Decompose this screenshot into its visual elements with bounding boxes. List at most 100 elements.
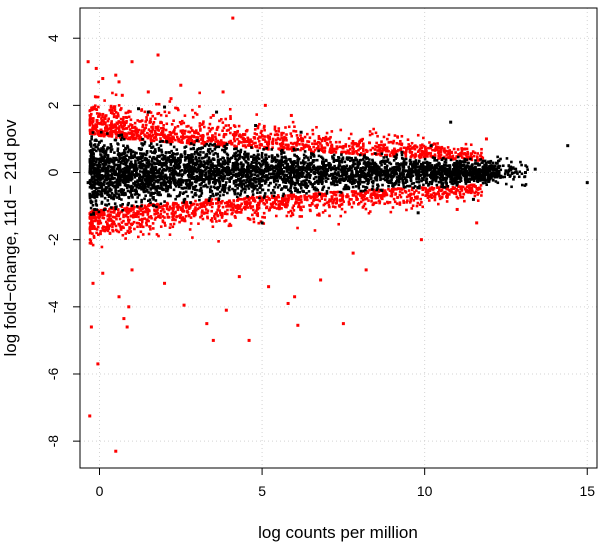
significant-gene-point <box>352 148 355 151</box>
significant-gene-point <box>463 193 466 196</box>
significant-gene-point <box>450 151 453 154</box>
significant-gene-point <box>356 152 359 155</box>
significant-gene-point <box>152 123 155 126</box>
significant-gene-point <box>298 143 301 146</box>
significant-gene-point <box>148 233 151 236</box>
significant-gene-point <box>384 189 387 192</box>
significant-gene-point <box>98 217 101 220</box>
significant-gene-point <box>172 207 175 210</box>
significant-gene-point <box>116 230 119 233</box>
significant-gene-point <box>311 142 314 145</box>
significant-gene-point <box>424 146 427 149</box>
significant-gene-point <box>331 195 334 198</box>
significant-gene-point <box>128 226 131 229</box>
significant-gene-point <box>135 212 138 215</box>
significant-gene-point <box>119 109 122 112</box>
significant-gene-point <box>437 151 440 154</box>
significant-gene-point <box>227 124 230 127</box>
significant-gene-point <box>296 134 299 137</box>
significant-gene-point <box>162 135 165 138</box>
significant-gene-point <box>352 201 355 204</box>
significant-gene-point <box>285 133 288 136</box>
significant-gene-point <box>243 133 246 136</box>
significant-gene-point <box>88 110 91 113</box>
significant-gene-point <box>148 210 151 213</box>
significant-gene-point <box>297 196 300 199</box>
gene-point <box>402 158 405 161</box>
gene-point <box>90 207 93 210</box>
significant-gene-point <box>383 195 386 198</box>
significant-gene-point <box>229 117 232 120</box>
significant-gene-point <box>393 198 396 201</box>
significant-gene-point <box>378 144 381 147</box>
gene-point <box>281 173 284 176</box>
significant-gene-point <box>383 136 386 139</box>
significant-gene-point <box>309 204 312 207</box>
gene-point <box>300 181 303 184</box>
significant-gene-point <box>310 196 313 199</box>
gene-point <box>176 195 179 198</box>
gene-point <box>200 187 203 190</box>
significant-gene-point <box>221 200 224 203</box>
significant-gene-point <box>366 150 369 153</box>
gene-point <box>114 202 117 205</box>
significant-gene-point <box>470 188 473 191</box>
significant-gene-point <box>300 209 303 212</box>
gene-point <box>102 170 105 173</box>
significant-gene-point <box>342 200 345 203</box>
significant-gene-point <box>202 203 205 206</box>
gene-point <box>149 156 152 159</box>
significant-gene-point <box>268 198 271 201</box>
significant-gene-point <box>447 146 450 149</box>
significant-gene-point <box>428 141 431 144</box>
significant-gene-point <box>338 141 341 144</box>
significant-gene-point <box>415 189 418 192</box>
significant-gene-point <box>334 206 337 209</box>
gene-point <box>156 143 159 146</box>
gene-point <box>135 201 138 204</box>
significant-gene-point <box>103 135 106 138</box>
significant-gene-point <box>266 195 269 198</box>
significant-gene-point <box>336 147 339 150</box>
gene-point <box>265 181 268 184</box>
gene-point <box>393 166 396 169</box>
significant-gene-point <box>348 145 351 148</box>
significant-gene-point <box>408 189 411 192</box>
gene-point <box>163 200 166 203</box>
significant-gene-point <box>111 223 114 226</box>
significant-gene-point <box>463 200 466 203</box>
significant-gene-point <box>360 146 363 149</box>
significant-gene-point <box>187 125 190 128</box>
significant-gene-point <box>423 150 426 153</box>
significant-gene-point <box>411 142 414 145</box>
significant-gene-point <box>315 142 318 145</box>
gene-point <box>167 156 170 159</box>
significant-gene-point <box>308 140 311 143</box>
significant-gene-point <box>131 222 134 225</box>
significant-gene-point <box>197 136 200 139</box>
significant-gene-point <box>166 213 169 216</box>
significant-gene-point <box>147 213 150 216</box>
significant-gene-point <box>401 135 404 138</box>
significant-gene-point <box>142 226 145 229</box>
significant-gene-point <box>425 191 428 194</box>
significant-gene-point <box>427 196 430 199</box>
significant-gene-point <box>194 112 197 115</box>
significant-gene-point <box>96 228 99 231</box>
gene-point <box>236 187 239 190</box>
significant-gene-point <box>115 136 118 139</box>
significant-gene-point <box>378 202 381 205</box>
significant-gene-point <box>282 138 285 141</box>
significant-gene-point <box>315 126 318 129</box>
significant-gene-point <box>339 129 342 132</box>
significant-gene-point <box>294 142 297 145</box>
significant-gene-point <box>113 116 116 119</box>
significant-gene-point <box>236 130 239 133</box>
significant-gene-point <box>157 125 160 128</box>
significant-gene-point <box>354 190 357 193</box>
significant-gene-point <box>390 211 393 214</box>
significant-gene-point <box>270 133 273 136</box>
significant-gene-point <box>152 227 155 230</box>
significant-gene-point <box>177 138 180 141</box>
significant-gene-point <box>286 204 289 207</box>
